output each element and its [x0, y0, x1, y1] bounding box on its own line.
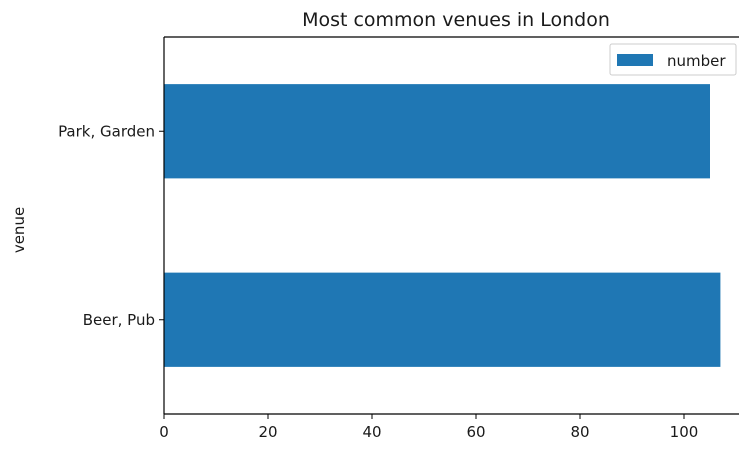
bar	[164, 84, 710, 179]
x-tick-label: 100	[670, 423, 699, 441]
bar	[164, 272, 721, 367]
x-tick-label: 0	[159, 423, 169, 441]
x-axis: 0 20 40 60 80 100	[159, 414, 698, 441]
axes-frame	[163, 36, 739, 415]
legend-box	[609, 43, 737, 76]
x-tick-label: 20	[258, 423, 277, 441]
x-tick-label: 80	[570, 423, 589, 441]
legend: number	[609, 43, 737, 76]
y-tick-label: Beer, Pub	[83, 311, 155, 329]
y-tick-label: Park, Garden	[58, 122, 155, 140]
y-axis-label: venue	[10, 207, 28, 253]
bars	[164, 84, 721, 367]
legend-swatch	[617, 54, 653, 66]
x-tick-label: 40	[362, 423, 381, 441]
y-axis: Beer, Pub Park, Garden	[58, 122, 164, 329]
legend-label: number	[667, 52, 726, 70]
x-tick-label: 60	[466, 423, 485, 441]
chart-title: Most common venues in London	[302, 9, 610, 31]
